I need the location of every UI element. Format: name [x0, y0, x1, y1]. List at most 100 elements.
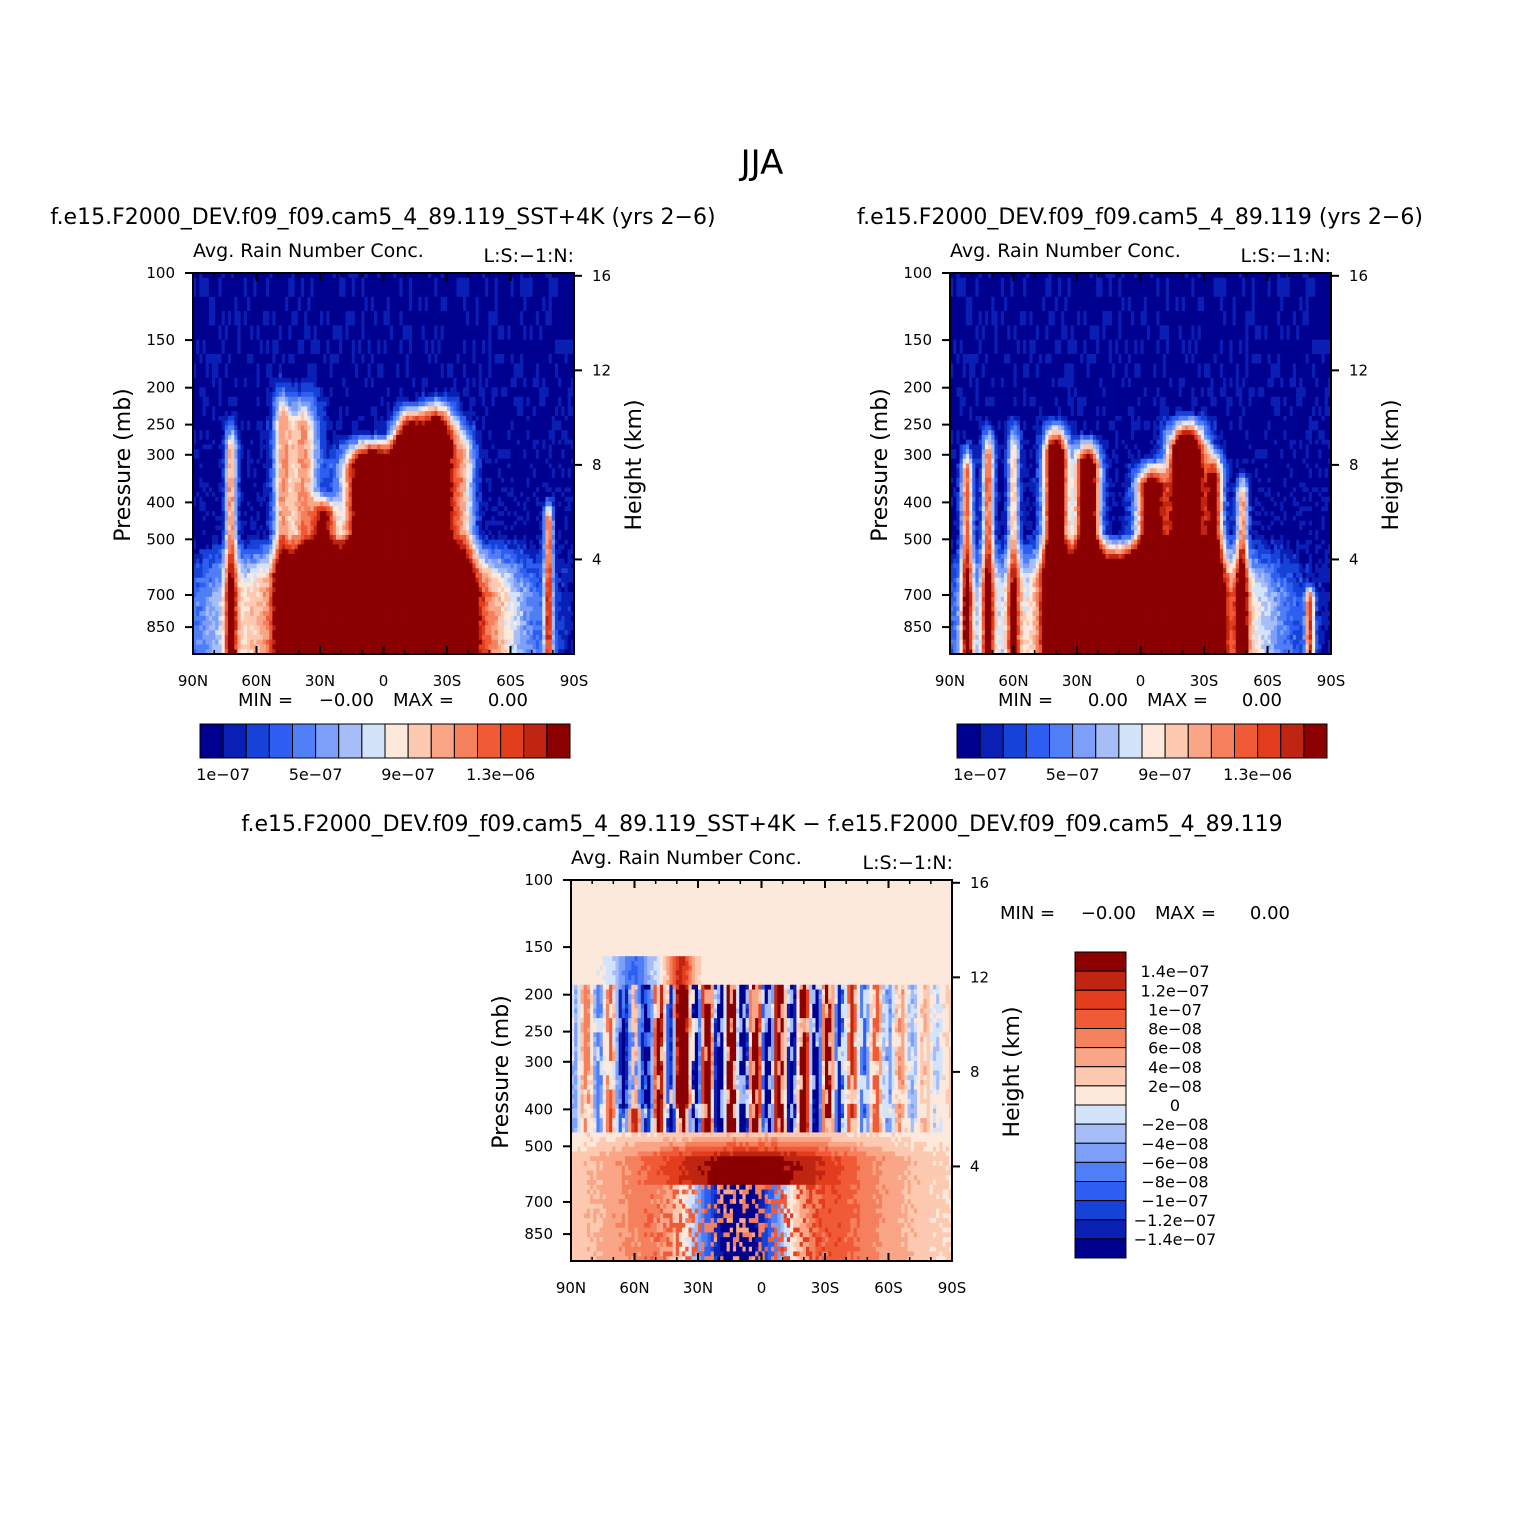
field-cell	[443, 353, 448, 360]
field-cell	[437, 387, 442, 393]
field-cell	[570, 311, 574, 317]
field-cell	[291, 392, 296, 398]
field-cell	[221, 344, 226, 350]
field-cell	[240, 368, 245, 374]
field-cell	[196, 392, 200, 398]
field-cell	[424, 330, 429, 336]
field-cell	[320, 301, 324, 307]
field-cell	[383, 306, 388, 312]
field-cell	[383, 392, 388, 398]
field-cell	[373, 373, 378, 379]
field-cell	[215, 373, 219, 379]
field-cell	[535, 368, 540, 374]
field-cell	[294, 311, 299, 317]
field-cell	[250, 282, 254, 288]
field-cell	[570, 358, 574, 365]
field-cell	[535, 315, 540, 322]
field-cell	[332, 325, 337, 331]
field-cell	[208, 353, 213, 360]
field-cell	[370, 382, 375, 388]
field-cell	[259, 315, 264, 322]
field-cell	[269, 325, 273, 331]
field-cell	[459, 325, 464, 331]
field-cell	[564, 277, 569, 284]
field-cell	[462, 277, 467, 284]
field-cell	[243, 377, 248, 384]
field-cell	[193, 344, 197, 350]
field-cell	[520, 277, 524, 284]
field-cell	[469, 353, 473, 360]
field-cell	[240, 296, 245, 303]
field-cell	[434, 368, 439, 374]
field-cell	[408, 392, 413, 398]
field-cell	[348, 282, 353, 288]
field-cell	[313, 311, 318, 317]
field-cell	[358, 349, 362, 355]
field-cell	[447, 277, 451, 284]
field-cell	[342, 287, 346, 293]
field-cell	[513, 296, 518, 303]
field-cell	[421, 325, 426, 331]
field-cell	[304, 387, 308, 393]
field-cell	[215, 325, 219, 331]
field-cell	[526, 353, 531, 360]
field-cell	[427, 339, 432, 346]
field-cell	[440, 296, 445, 303]
field-cell	[278, 282, 283, 288]
field-cell	[567, 339, 572, 346]
field-cell	[269, 387, 273, 393]
field-cell	[447, 353, 451, 360]
field-cell	[300, 320, 305, 326]
field-cell	[558, 387, 562, 393]
field-cell	[520, 273, 524, 279]
field-cell	[234, 311, 239, 317]
field-cell	[272, 273, 277, 279]
field-cell	[535, 306, 540, 312]
field-cell	[408, 320, 413, 326]
field-cell	[532, 277, 537, 284]
field-cell	[520, 344, 524, 350]
field-cell	[570, 315, 574, 322]
field-cell	[485, 339, 489, 346]
field-cell	[367, 349, 372, 355]
field-cell	[215, 320, 219, 326]
field-cell	[427, 315, 432, 322]
field-cell	[415, 373, 420, 379]
field-cell	[231, 358, 235, 365]
field-cell	[481, 330, 486, 336]
field-cell	[196, 358, 200, 365]
field-cell	[408, 330, 413, 336]
field-cell	[246, 368, 251, 374]
field-cell	[389, 273, 394, 279]
field-cell	[224, 349, 229, 355]
field-cell	[231, 287, 235, 293]
field-cell	[269, 306, 273, 312]
field-cell	[513, 287, 518, 293]
field-cell	[281, 273, 286, 279]
field-cell	[367, 315, 372, 322]
field-cell	[475, 311, 480, 317]
field-cell	[440, 325, 445, 331]
field-cell	[316, 306, 321, 312]
field-cell	[202, 277, 207, 284]
field-cell	[412, 301, 416, 307]
field-cell	[485, 358, 489, 365]
field-cell	[491, 377, 496, 384]
field-cell	[323, 358, 327, 365]
field-cell	[294, 325, 299, 331]
field-cell	[329, 349, 334, 355]
field-cell	[485, 320, 489, 326]
field-cell	[510, 377, 515, 384]
field-cell	[570, 353, 574, 360]
field-cell	[383, 273, 388, 279]
field-cell	[297, 339, 302, 346]
field-cell	[535, 353, 540, 360]
field-cell	[332, 373, 337, 379]
field-cell	[383, 344, 388, 350]
field-cell	[532, 287, 537, 293]
field-cell	[221, 301, 226, 307]
field-cell	[351, 287, 356, 293]
field-cell	[294, 339, 299, 346]
field-cell	[351, 377, 356, 384]
field-cell	[488, 301, 493, 307]
